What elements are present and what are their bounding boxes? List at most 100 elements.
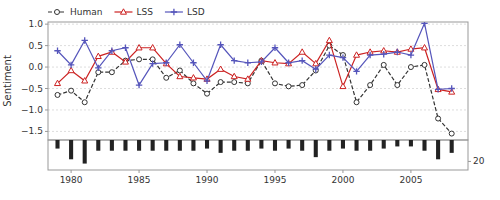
bar xyxy=(300,140,304,151)
point xyxy=(367,52,373,58)
point xyxy=(217,42,223,48)
y-tick xyxy=(468,161,471,162)
y-tick-label: −0.5 xyxy=(21,84,43,94)
bar xyxy=(422,140,426,151)
point xyxy=(299,49,305,54)
bar xyxy=(55,140,59,149)
point xyxy=(381,62,386,67)
bar xyxy=(178,140,182,151)
y-tick-label: 0.5 xyxy=(29,41,43,51)
point xyxy=(285,60,291,66)
y-tick-label: −1.5 xyxy=(21,126,43,136)
point xyxy=(340,54,346,60)
legend-label: LSD xyxy=(187,7,205,17)
point xyxy=(408,65,413,70)
point xyxy=(177,73,183,78)
point xyxy=(231,73,237,78)
point xyxy=(177,68,182,73)
bar xyxy=(436,140,440,159)
bar xyxy=(409,140,413,146)
point xyxy=(191,81,196,86)
series-line xyxy=(58,23,452,89)
x-tick xyxy=(207,170,208,173)
bar xyxy=(191,140,195,151)
point xyxy=(408,52,414,58)
point xyxy=(299,57,305,63)
point xyxy=(326,52,332,58)
point xyxy=(421,22,427,26)
plot-data xyxy=(54,22,455,136)
point xyxy=(137,57,142,62)
bar xyxy=(314,140,318,157)
point xyxy=(149,60,155,66)
grid-line xyxy=(48,24,468,25)
y-tick-label: 1.0 xyxy=(29,19,44,29)
bar xyxy=(246,140,250,151)
x-tick-label: 2000 xyxy=(331,175,354,185)
x-tick-label: 2005 xyxy=(399,175,422,185)
point xyxy=(190,75,196,80)
legend-marker xyxy=(171,9,177,15)
plot-frame xyxy=(48,22,468,140)
bar xyxy=(164,140,168,151)
bar xyxy=(341,140,345,149)
y-tick xyxy=(45,88,48,89)
bar xyxy=(96,140,100,151)
point xyxy=(272,60,278,65)
point xyxy=(109,70,114,75)
grid-line xyxy=(48,45,468,46)
point xyxy=(95,53,101,58)
point xyxy=(55,92,60,97)
bar xyxy=(123,140,127,151)
point xyxy=(218,80,223,85)
legend-marker xyxy=(55,10,60,15)
bar xyxy=(273,140,277,151)
bar xyxy=(69,140,73,159)
point xyxy=(81,37,87,43)
grid-line xyxy=(48,88,468,89)
point xyxy=(205,91,210,96)
plot-frame xyxy=(48,140,468,170)
point xyxy=(354,52,360,57)
legend-entry: LSD xyxy=(165,7,205,17)
point xyxy=(394,49,400,55)
point xyxy=(340,83,346,88)
point xyxy=(95,65,101,71)
series-line xyxy=(58,46,452,134)
bar xyxy=(259,140,263,149)
point xyxy=(163,60,169,65)
bar xyxy=(382,140,386,149)
chart: −1.5−1.0−0.50.00.51.0SentimentHumanLSSLS… xyxy=(0,0,500,200)
x-tick xyxy=(342,170,343,173)
y-tick xyxy=(45,24,48,25)
point xyxy=(163,60,169,66)
point xyxy=(368,83,373,88)
point xyxy=(190,60,196,66)
y-tick-label: −1.0 xyxy=(21,105,43,115)
point xyxy=(313,60,319,65)
y-tick xyxy=(45,45,48,46)
point xyxy=(422,45,428,50)
point xyxy=(245,60,251,66)
bar xyxy=(219,140,223,153)
x-tick xyxy=(410,170,411,173)
point xyxy=(69,88,74,93)
point xyxy=(68,62,74,68)
point xyxy=(204,78,210,84)
point xyxy=(272,45,278,51)
point xyxy=(122,59,128,64)
point xyxy=(435,86,441,91)
point xyxy=(55,80,61,85)
point xyxy=(231,57,237,63)
grid-line xyxy=(48,109,468,110)
legend-entry: Human xyxy=(48,7,102,17)
series-line xyxy=(58,40,452,91)
bar xyxy=(205,140,209,149)
point xyxy=(395,83,400,88)
point xyxy=(177,42,183,48)
x-tick xyxy=(139,170,140,173)
x-tick xyxy=(274,170,275,173)
point xyxy=(245,76,251,81)
point xyxy=(313,66,319,72)
legend-label: LSS xyxy=(136,7,153,17)
